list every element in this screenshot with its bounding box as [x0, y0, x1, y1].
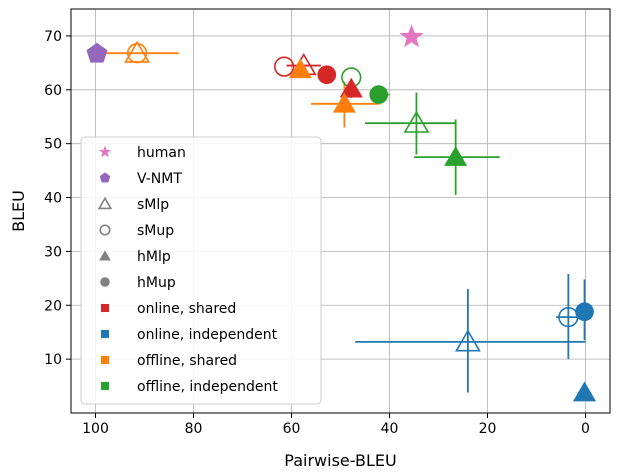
legend-label: V-NMT [137, 171, 182, 187]
legend-label: sMlp [137, 197, 169, 213]
legend-marker [98, 145, 112, 158]
x-tick-label: 100 [82, 421, 109, 437]
legend-label: online, shared [137, 301, 236, 317]
legend-label: hMup [137, 275, 176, 291]
y-tick-label: 40 [44, 191, 62, 207]
legend-label: human [137, 145, 186, 161]
x-tick-label: 0 [581, 421, 590, 437]
data-point [126, 43, 148, 64]
legend-label: offline, independent [137, 379, 278, 395]
legend-marker [100, 303, 110, 313]
data-point [572, 381, 597, 402]
data-point [273, 56, 295, 77]
legend-box [80, 136, 322, 405]
data-point [454, 329, 481, 352]
data-point [332, 92, 356, 113]
legend-marker [100, 355, 110, 365]
legend-marker [99, 224, 111, 236]
y-tick-label: 10 [44, 352, 62, 368]
y-tick-label: 20 [44, 298, 62, 314]
data-point [444, 146, 468, 166]
data-point [575, 302, 594, 322]
legend-marker [100, 329, 110, 339]
legend: human V-NMT sMlp sMup hMlp hMup online, shared… [80, 136, 322, 405]
data-point [317, 65, 337, 85]
x-tick-label: 20 [479, 421, 497, 437]
data-point [339, 77, 363, 98]
data-points [86, 24, 597, 402]
legend-marker [99, 250, 111, 261]
legend-marker [97, 196, 113, 210]
legend-label: online, independent [137, 327, 278, 343]
legend-marker [99, 172, 111, 183]
x-axis-label: Pairwise-BLEU [284, 451, 396, 470]
x-tick-label: 80 [185, 421, 203, 437]
x-tick-label: 60 [283, 421, 301, 437]
legend-label: sMup [137, 223, 174, 239]
y-tick-label: 30 [44, 244, 62, 260]
x-tick-label: 40 [381, 421, 399, 437]
y-axis-label: BLEU [9, 190, 28, 232]
plot-frame [70, 8, 611, 414]
data-point [86, 42, 108, 63]
legend-marker [100, 381, 110, 391]
y-tick-label: 60 [44, 83, 62, 99]
legend-label: offline, shared [137, 353, 237, 369]
data-point [399, 24, 424, 48]
legend-label: hMlp [137, 249, 171, 265]
data-point [288, 58, 312, 79]
y-tick-label: 50 [44, 137, 62, 153]
legend-marker [100, 277, 110, 287]
data-point [369, 85, 389, 104]
y-tick-label: 70 [44, 29, 62, 45]
axis-ticks: 100 80 60 40 20 0 10 20 30 40 50 60 70 [44, 29, 590, 437]
data-point [403, 110, 430, 133]
